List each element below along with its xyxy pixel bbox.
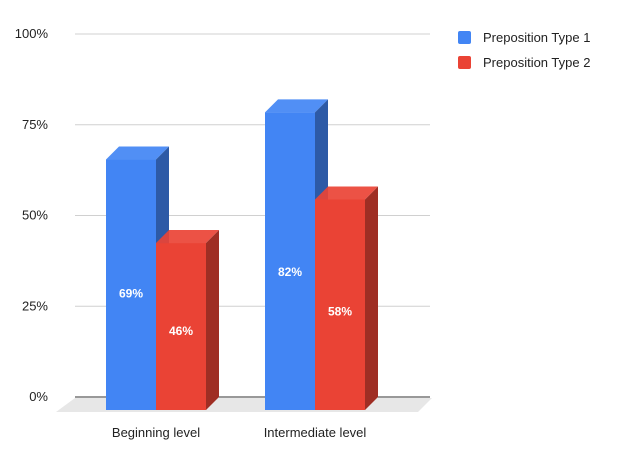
bars (106, 99, 378, 410)
y-tick-label: 0% (29, 389, 48, 404)
y-tick-label: 50% (22, 208, 48, 223)
bar-front-face (265, 112, 315, 410)
data-labels: 69% 46% 82% 58% (119, 265, 352, 338)
y-tick-label: 100% (15, 26, 49, 41)
data-label: 69% (119, 286, 143, 300)
bar-side-face (206, 230, 219, 410)
legend-item-series-1[interactable]: Preposition Type 1 (458, 26, 590, 48)
y-axis-tick-labels: 0% 25% 50% 75% 100% (15, 26, 49, 404)
x-axis-tick-labels: Beginning level Intermediate level (112, 425, 367, 440)
data-label: 58% (328, 304, 352, 318)
bar-top-face (265, 99, 328, 113)
y-tick-label: 25% (22, 298, 48, 313)
bar-top-face (106, 146, 169, 160)
bar-side-face (365, 186, 378, 410)
bar-2-2 (315, 186, 378, 410)
bar-top-face (156, 230, 219, 244)
legend-label-series-2: Preposition Type 2 (483, 54, 591, 70)
legend-swatch-series-1 (458, 30, 471, 44)
bar-2-1 (156, 230, 219, 410)
bar-front-face (106, 159, 156, 410)
legend-label-series-1: Preposition Type 1 (483, 29, 591, 45)
x-tick-label: Beginning level (112, 425, 200, 440)
x-tick-label: Intermediate level (264, 425, 367, 440)
legend-swatch-series-2 (458, 55, 471, 69)
bar-front-face (156, 243, 206, 410)
bar-front-face (315, 199, 365, 410)
legend-item-series-2[interactable]: Preposition Type 2 (458, 51, 590, 73)
legend: Preposition Type 1 Preposition Type 2 (458, 26, 590, 76)
bar-top-face (315, 186, 378, 200)
data-label: 46% (169, 324, 193, 338)
y-tick-label: 75% (22, 117, 48, 132)
data-label: 82% (278, 265, 302, 279)
